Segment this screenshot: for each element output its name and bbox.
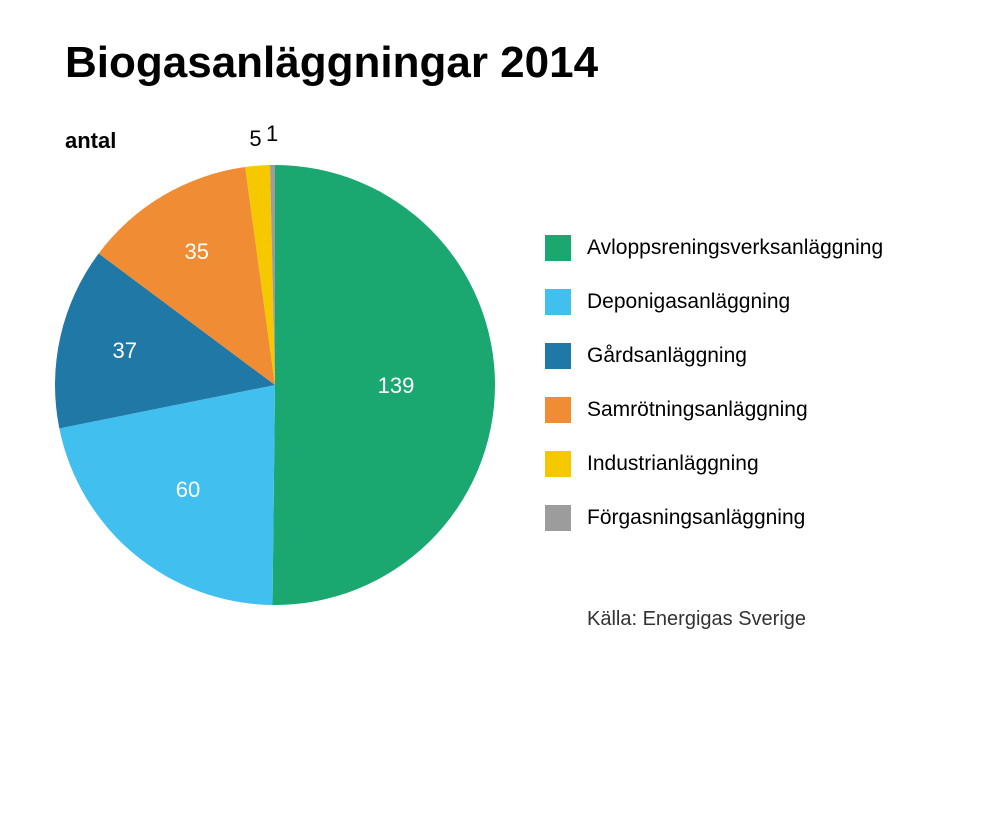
legend-swatch (545, 505, 571, 531)
chart-source: Källa: Energigas Sverige (587, 608, 806, 631)
legend-label: Gårdsanläggning (587, 344, 747, 368)
legend-label: Industrianläggning (587, 452, 759, 476)
legend-swatch (545, 289, 571, 315)
pie-slice-label: 5 (249, 126, 261, 152)
legend-item: Deponigasanläggning (545, 289, 883, 315)
pie-chart: 13960373551 (45, 155, 505, 615)
legend-swatch (545, 451, 571, 477)
pie-slice-label: 60 (176, 477, 200, 503)
pie-slice-label: 1 (266, 121, 278, 147)
pie-slice-label: 35 (184, 239, 208, 265)
legend-label: Deponigasanläggning (587, 290, 790, 314)
pie-slice-label: 139 (378, 373, 415, 399)
legend-item: Samrötningsanläggning (545, 397, 883, 423)
legend-swatch (545, 397, 571, 423)
chart-title: Biogasanläggningar 2014 (65, 38, 598, 88)
legend-item: Avloppsreningsverksanläggning (545, 235, 883, 261)
legend-item: Förgasningsanläggning (545, 505, 883, 531)
legend-swatch (545, 235, 571, 261)
legend-item: Gårdsanläggning (545, 343, 883, 369)
legend-label: Samrötningsanläggning (587, 398, 808, 422)
pie-slice-label: 37 (113, 338, 137, 364)
chart-legend: Avloppsreningsverksanläggning Deponigasan… (545, 235, 883, 559)
legend-label: Förgasningsanläggning (587, 506, 805, 530)
legend-label: Avloppsreningsverksanläggning (587, 236, 883, 260)
legend-item: Industrianläggning (545, 451, 883, 477)
legend-swatch (545, 343, 571, 369)
chart-subtitle: antal (65, 128, 116, 154)
